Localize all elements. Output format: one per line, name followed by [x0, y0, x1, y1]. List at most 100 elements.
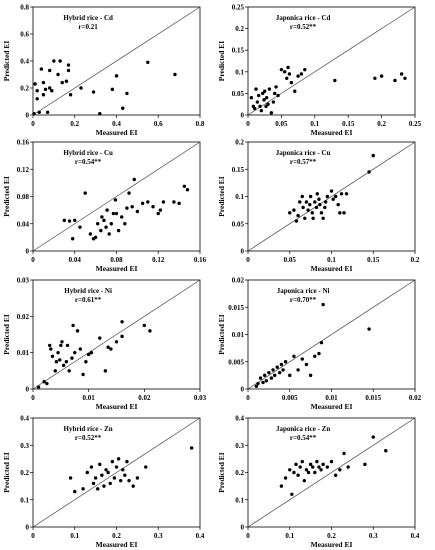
data-point — [315, 192, 320, 196]
data-point — [308, 202, 312, 207]
data-point — [106, 345, 110, 349]
data-point — [336, 202, 340, 207]
x-axis-label: Measured EI — [311, 402, 353, 411]
data-point — [60, 340, 64, 344]
data-point — [264, 379, 269, 383]
data-point — [102, 484, 106, 488]
data-point — [161, 200, 166, 204]
data-point — [263, 89, 267, 93]
data-point — [304, 468, 309, 472]
data-point — [114, 74, 119, 78]
data-point — [105, 208, 109, 212]
y-tick-label: 0.04 — [17, 220, 30, 228]
data-point — [329, 459, 334, 464]
data-point — [288, 211, 292, 215]
data-point — [110, 459, 115, 464]
data-point — [281, 368, 285, 372]
x-tick-label: 0.6 — [154, 120, 163, 128]
data-point — [49, 347, 53, 351]
x-tick-label: 0.1 — [310, 120, 319, 128]
scatter-panel-1: 0 0.2 0.4 0.6 0.8 0 0.2 0.4 0.6 0.8 Measured EI Pre… — [2, 4, 205, 138]
data-point — [321, 462, 325, 467]
data-point — [314, 205, 319, 210]
data-point — [32, 111, 36, 116]
data-point — [303, 216, 307, 220]
reference-line — [247, 417, 416, 528]
y-tick-label: 0.15 — [232, 166, 245, 174]
data-point — [267, 87, 272, 91]
data-point — [135, 209, 140, 214]
data-point — [185, 187, 190, 192]
data-point — [339, 192, 344, 196]
scatter-panel-8: 0 0.1 0.2 0.3 0.4 0 0.1 0.2 0.3 0.4 Measured EI Pre… — [217, 415, 420, 550]
reference-line — [32, 141, 201, 252]
data-point — [249, 96, 254, 100]
correlation-annotation: r=0.61** — [75, 296, 102, 304]
x-tick-label: 0 — [246, 394, 250, 402]
data-point — [151, 205, 155, 209]
y-tick-label: 0.015 — [228, 304, 244, 312]
x-axis-label: Measured EI — [311, 128, 353, 137]
data-point — [102, 218, 106, 223]
data-point — [48, 86, 52, 90]
data-point — [111, 211, 116, 216]
y-tick-label: 0 — [241, 112, 245, 120]
data-point — [300, 194, 304, 199]
y-axis-label: Predicted EI — [2, 41, 11, 82]
data-point — [70, 356, 74, 360]
data-point — [144, 465, 148, 469]
x-axis-label: Measured EI — [96, 402, 138, 411]
data-point — [127, 478, 131, 483]
data-point — [78, 225, 82, 229]
data-point — [60, 80, 64, 85]
data-point — [125, 459, 129, 464]
data-point — [56, 350, 60, 355]
data-point — [99, 228, 103, 233]
scatter-panel-4: 0 0.05 0.1 0.15 0.2 0 0.05 0.1 0.15 0.2 Measured E… — [217, 139, 420, 274]
x-tick-label: 0.1 — [285, 532, 294, 540]
data-point — [300, 459, 304, 464]
data-point — [123, 473, 127, 477]
y-tick-label: 0.02 — [232, 277, 245, 285]
correlation-annotation: r=0.54** — [290, 434, 317, 442]
data-point — [127, 191, 131, 195]
data-point — [279, 362, 284, 367]
data-point — [114, 465, 119, 469]
data-point — [283, 476, 288, 480]
data-point — [125, 206, 129, 210]
data-point — [100, 215, 104, 219]
data-point — [66, 63, 71, 67]
correlation-annotation: r=0.52** — [75, 434, 102, 442]
y-tick-label: 0.03 — [17, 277, 30, 285]
data-point — [321, 302, 325, 307]
x-tick-label: 0.2 — [112, 532, 121, 540]
y-tick-label: 0.2 — [235, 25, 244, 33]
data-point — [300, 357, 304, 361]
data-point — [109, 222, 113, 226]
x-tick-label: 0.08 — [110, 256, 123, 264]
data-point — [78, 347, 83, 351]
data-point — [98, 462, 102, 467]
y-tick-label: 0.4 — [20, 58, 29, 66]
data-point — [273, 91, 277, 96]
data-point — [172, 200, 176, 204]
y-tick-label: 0.3 — [235, 442, 244, 450]
y-axis-label: Predicted EI — [217, 41, 226, 82]
data-point — [293, 89, 297, 93]
data-point — [371, 153, 375, 158]
data-point — [344, 192, 349, 196]
x-tick-label: 0.03 — [194, 394, 207, 402]
panel-title: Hybrid rice - Cu — [63, 149, 113, 157]
reference-line — [247, 6, 416, 116]
data-point — [37, 110, 41, 115]
data-point — [58, 59, 62, 63]
data-point — [303, 67, 307, 72]
data-point — [333, 473, 338, 477]
data-point — [125, 91, 129, 96]
data-point — [107, 232, 111, 236]
data-point — [64, 79, 69, 83]
x-tick-label: 0.02 — [409, 394, 422, 402]
y-tick-label: 0.12 — [17, 166, 30, 174]
data-point — [265, 96, 269, 100]
data-point — [86, 352, 91, 357]
